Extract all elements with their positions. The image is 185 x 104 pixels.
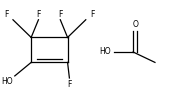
Text: F: F [90,10,94,19]
Text: F: F [67,80,72,89]
Text: O: O [132,20,138,29]
Text: F: F [58,10,63,19]
Text: HO: HO [1,77,12,86]
Text: F: F [4,10,9,19]
Text: HO: HO [99,48,111,56]
Text: F: F [36,10,41,19]
